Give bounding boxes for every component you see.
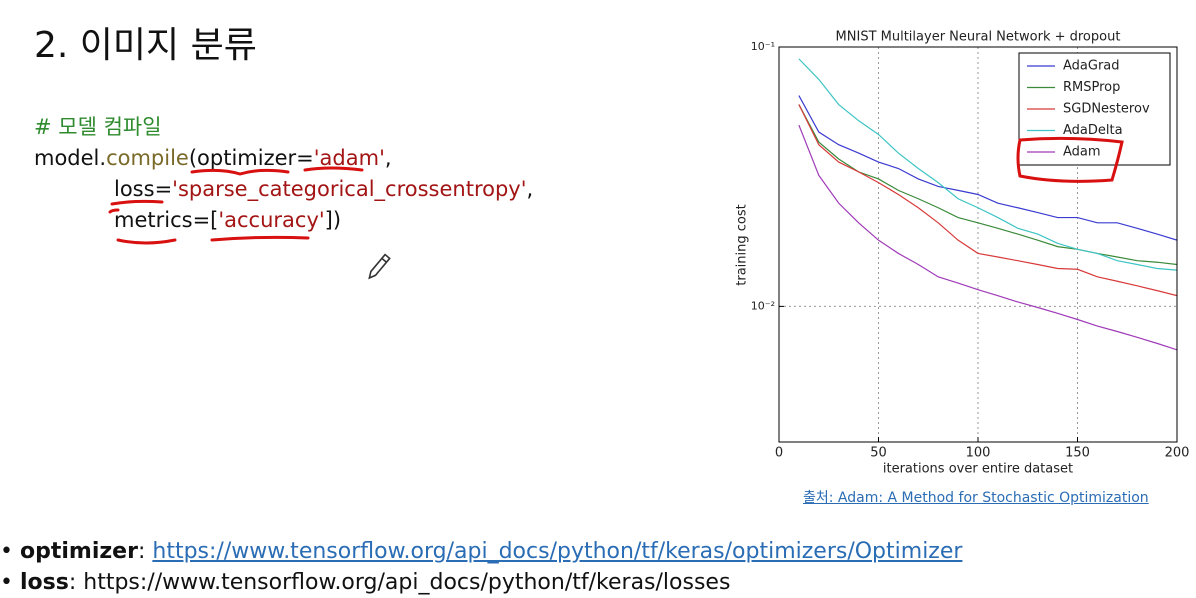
line-series <box>798 95 1177 241</box>
code-line: model.compile(optimizer='adam', <box>34 143 533 174</box>
bullet-separator: : <box>137 539 146 564</box>
chart-title: MNIST Multilayer Neural Network + dropou… <box>836 30 1121 45</box>
line-series <box>798 104 1177 297</box>
code-token: , <box>384 146 392 170</box>
bullet-term: optimizer <box>19 539 138 564</box>
red-underline <box>116 238 177 245</box>
code-token: (optimizer= <box>188 146 314 170</box>
code-token: ]) <box>324 208 342 232</box>
pencil-icon <box>368 253 391 280</box>
slide-title: 2. 이미지 분류 <box>34 25 257 66</box>
code-token: compile <box>106 146 189 170</box>
code-token: 'accuracy' <box>218 208 325 232</box>
code-token: metrics=[ <box>114 208 219 232</box>
red-underline <box>210 235 310 242</box>
legend-label: SGDNesterov <box>1063 102 1150 117</box>
bullet-separator: : <box>68 570 77 595</box>
chart: MNIST Multilayer Neural Network + dropou… <box>735 30 1190 477</box>
y-axis-label: training cost <box>735 204 750 285</box>
bullet: • loss: https://www.tensorflow.org/api_d… <box>0 570 731 595</box>
x-tick-label: 200 <box>1165 446 1190 461</box>
legend-label: AdaDelta <box>1063 123 1123 138</box>
legend-label: Adam <box>1063 145 1101 160</box>
code-comment: # 모델 컴파일 <box>34 115 162 139</box>
bullet: • optimizer: https://www.tensorflow.org/… <box>0 539 963 564</box>
x-axis-label: iterations over entire dataset <box>883 462 1073 477</box>
code-line: loss='sparse_categorical_crossentropy', <box>34 174 533 205</box>
legend-label: RMSProp <box>1063 80 1120 95</box>
y-tick-label: 10⁻² <box>751 299 775 312</box>
x-tick-label: 0 <box>775 446 783 461</box>
line-series <box>798 58 1177 271</box>
x-tick-label: 100 <box>966 446 991 461</box>
bullet-list: • optimizer: https://www.tensorflow.org/… <box>0 536 962 598</box>
plot-frame <box>778 46 1178 443</box>
y-tick-label: 10⁻¹ <box>751 40 775 53</box>
code-token: , <box>526 177 534 201</box>
bullet-term: loss <box>19 570 69 595</box>
chart-caption[interactable]: 출처: Adam: A Method for Stochastic Optimi… <box>803 490 1149 506</box>
code-token: model. <box>34 146 107 170</box>
bullet-text: https://www.tensorflow.org/api_docs/pyth… <box>83 570 731 595</box>
legend-label: AdaGrad <box>1063 59 1120 74</box>
code-token: loss= <box>114 177 173 201</box>
bullet-link[interactable]: https://www.tensorflow.org/api_docs/pyth… <box>152 539 963 564</box>
x-tick-label: 50 <box>870 446 887 461</box>
line-series <box>798 124 1177 351</box>
code-line: metrics=['accuracy']) <box>34 205 533 236</box>
code-block: # 모델 컴파일 model.compile(optimizer='adam',… <box>34 112 533 236</box>
x-tick-label: 150 <box>1065 446 1090 461</box>
code-token: 'adam' <box>313 146 385 170</box>
code-token: 'sparse_categorical_crossentropy' <box>172 177 527 201</box>
